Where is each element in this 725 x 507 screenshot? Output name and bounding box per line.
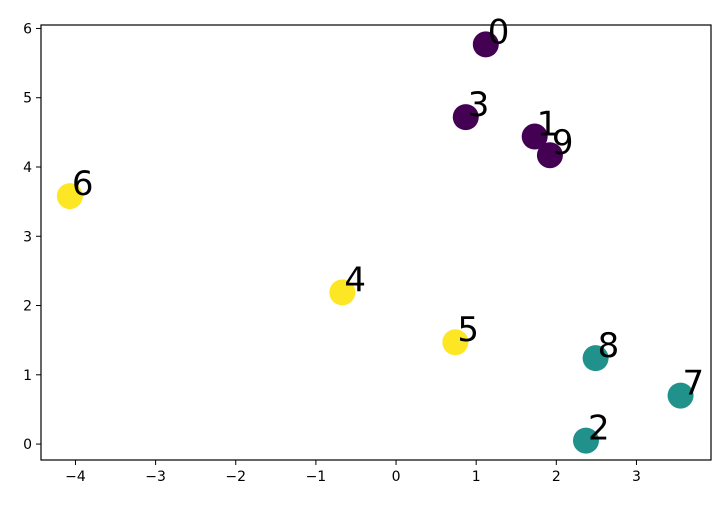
point-label: 3 bbox=[468, 85, 490, 125]
point-labels-layer: 0 1 2 3 4 5 6 7 8 9 bbox=[72, 12, 704, 448]
scatter-point bbox=[56, 183, 83, 210]
y-tick-label: 5 bbox=[23, 91, 32, 107]
x-tick-label: −3 bbox=[145, 469, 166, 485]
point-label: 8 bbox=[598, 326, 620, 366]
scatter-point bbox=[536, 142, 563, 169]
x-tick-label: 3 bbox=[632, 469, 641, 485]
scatter-point bbox=[572, 427, 599, 454]
point-label: 2 bbox=[588, 409, 610, 449]
axes-frame bbox=[40, 24, 712, 461]
y-tick-label: 2 bbox=[23, 299, 32, 315]
y-tick-label: 3 bbox=[23, 229, 32, 245]
point-label: 7 bbox=[683, 364, 705, 404]
x-tick-label: −1 bbox=[306, 469, 327, 485]
point-label: 6 bbox=[72, 164, 94, 204]
x-tick-label: 2 bbox=[552, 469, 561, 485]
points-layer bbox=[56, 31, 694, 454]
point-label: 5 bbox=[457, 310, 479, 350]
scatter-point bbox=[667, 382, 694, 409]
scatter-point bbox=[521, 123, 548, 150]
scatter-point bbox=[452, 104, 479, 131]
y-tick-label: 4 bbox=[23, 160, 32, 176]
point-label: 1 bbox=[537, 105, 559, 145]
x-tick-label: 0 bbox=[392, 469, 401, 485]
x-axis-ticks: −4 −3 −2 −1 0 1 2 3 bbox=[65, 460, 641, 485]
y-tick-label: 0 bbox=[23, 437, 32, 453]
point-label: 9 bbox=[552, 123, 574, 163]
scatter-point bbox=[472, 31, 499, 58]
y-tick-label: 1 bbox=[23, 368, 32, 384]
point-label: 4 bbox=[344, 260, 366, 300]
x-tick-label: −4 bbox=[65, 469, 86, 485]
scatter-point bbox=[442, 329, 469, 356]
y-tick-label: 6 bbox=[23, 21, 32, 37]
x-tick-label: −2 bbox=[225, 469, 246, 485]
scatter-point bbox=[329, 279, 356, 306]
x-tick-label: 1 bbox=[472, 469, 481, 485]
point-label: 0 bbox=[488, 12, 510, 52]
y-axis-ticks: 0 1 2 3 4 5 6 bbox=[23, 21, 41, 453]
scatter-point bbox=[582, 345, 609, 372]
